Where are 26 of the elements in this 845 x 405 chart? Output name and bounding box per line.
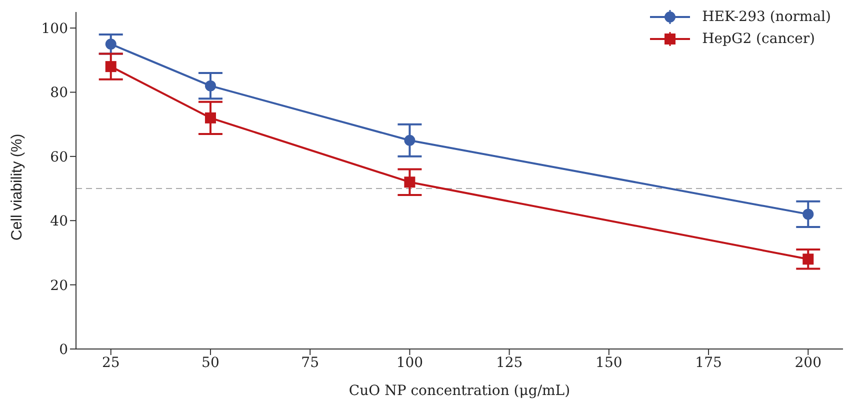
point xyxy=(404,176,416,188)
x-tick-label: 150 xyxy=(596,354,622,371)
point xyxy=(105,38,116,50)
point xyxy=(105,61,116,72)
point xyxy=(204,112,216,124)
x-tick-label: 50 xyxy=(202,354,220,371)
point xyxy=(802,208,814,220)
y-axis-title: Cell viability (%) xyxy=(8,134,26,240)
y-tick-label: 60 xyxy=(50,149,68,166)
x-tick-label: 200 xyxy=(794,354,822,371)
point xyxy=(204,80,216,92)
x-tick-label: 175 xyxy=(695,354,722,371)
y-tick-label: 40 xyxy=(50,214,68,230)
y-tick-label: 20 xyxy=(50,278,68,294)
x-axis-title: CuO NP concentration (μg/mL) xyxy=(348,383,570,399)
x-tick-label: 25 xyxy=(102,354,120,371)
legend-label: HEK-293 (normal) xyxy=(702,8,831,27)
x-tick-label: 125 xyxy=(496,354,523,371)
legend-label: HepG2 (cancer) xyxy=(702,30,816,49)
y-tick-label: 0 xyxy=(59,342,68,358)
point xyxy=(404,134,416,146)
x-tick-label: 100 xyxy=(396,354,424,371)
point xyxy=(802,254,814,265)
y-tick-label: 80 xyxy=(50,85,68,102)
x-tick-label: 75 xyxy=(301,354,319,371)
y-tick-label: 100 xyxy=(41,21,68,38)
